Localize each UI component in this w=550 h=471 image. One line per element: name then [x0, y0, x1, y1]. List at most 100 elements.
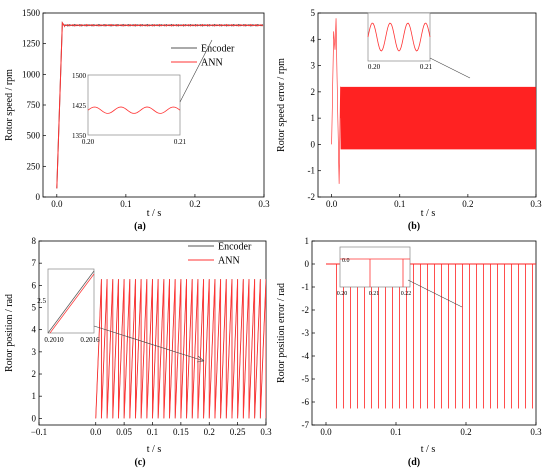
y-axis-label: Rotor position / rad	[4, 294, 15, 372]
y-axis-label: Rotor position error / rad	[276, 283, 287, 383]
y-tick-label: 1	[311, 113, 316, 123]
x-tick-label: −0.1	[31, 427, 47, 437]
y-tick-label: -2	[302, 305, 310, 315]
x-tick-label: 0.0	[51, 199, 63, 209]
inset-x-tick-label: 0.2016	[80, 336, 100, 344]
series-line-ann	[95, 279, 266, 419]
inset-y-tick-label: 2.5	[37, 297, 46, 305]
x-tick-label: 0.1	[120, 199, 131, 209]
plot-area	[95, 279, 266, 419]
y-axis-label: Rotor speed error / rpm	[276, 58, 287, 152]
inset-y-tick-label: 0.0	[342, 258, 350, 264]
y-tick-label: 1	[32, 391, 37, 401]
inset-x-tick-label: 0.22	[401, 291, 412, 297]
x-tick-label: 0.3	[530, 427, 542, 437]
x-tick-label: 0.1	[390, 427, 401, 437]
y-tick-label: 0	[36, 192, 41, 202]
inset-frame	[339, 246, 411, 288]
inset-x-tick-label: 0.2010	[44, 336, 64, 344]
y-tick-label: 500	[27, 131, 41, 141]
y-tick-label: 0	[311, 139, 316, 149]
y-tick-label: -1	[308, 166, 316, 176]
inset-x-tick-label: 0.20	[337, 291, 348, 297]
x-tick-label: 0.1	[147, 427, 158, 437]
x-axis-label: t / s	[421, 208, 436, 219]
inset-y-tick-label: 1350	[72, 132, 87, 140]
x-tick-label: 0.2	[189, 199, 200, 209]
inset-frame	[367, 12, 431, 62]
y-tick-label: 3	[32, 347, 37, 357]
legend-label: Encoder	[201, 44, 235, 55]
y-tick-label: 2	[311, 87, 316, 97]
y-tick-label: -1	[302, 282, 310, 292]
panel-label: (a)	[134, 221, 146, 232]
y-tick-label: 1250	[22, 39, 41, 49]
x-tick-label: 0.2	[204, 427, 215, 437]
x-axis-label: t / s	[147, 208, 162, 219]
inset-y-tick-label: 1500	[72, 72, 87, 80]
y-tick-label: -5	[302, 374, 310, 384]
y-tick-label: -6	[302, 397, 310, 407]
x-tick-label: 0.15	[173, 427, 189, 437]
y-tick-label: 6	[32, 280, 37, 290]
legend-label: ANN	[218, 256, 240, 267]
y-tick-label: 8	[32, 236, 37, 246]
y-tick-label: 250	[27, 161, 41, 171]
inset-frame	[87, 74, 181, 136]
y-tick-label: 5	[32, 303, 37, 313]
x-tick-label: 0.3	[260, 427, 272, 437]
y-tick-label: 1500	[22, 8, 41, 18]
inset-line-ann	[49, 273, 95, 334]
x-tick-label: 0.2	[460, 427, 471, 437]
y-tick-label: 3	[311, 61, 316, 71]
plot-area	[331, 18, 536, 184]
inset-line	[367, 22, 431, 52]
y-tick-label: 5	[311, 8, 316, 18]
y-tick-label: 0	[305, 259, 310, 269]
x-tick-label: 0.0	[326, 199, 338, 209]
x-axis-label: t / s	[147, 444, 162, 455]
y-tick-label: -2	[308, 192, 316, 202]
inset-pointer	[179, 39, 213, 103]
x-tick-label: 0.1	[394, 199, 405, 209]
x-axis-label: t / s	[421, 444, 436, 455]
panel-label: (d)	[408, 457, 420, 468]
x-tick-label: 0.3	[530, 199, 542, 209]
inset-x-tick-label: 0.20	[82, 138, 95, 146]
inset-pointer-head	[196, 355, 205, 363]
x-tick-label: 0.05	[116, 427, 132, 437]
plot-area	[56, 21, 264, 189]
inset-pointer	[407, 279, 463, 308]
y-tick-label: 7	[32, 258, 37, 268]
inset-line-encoder	[47, 270, 95, 334]
y-tick-label: 4	[32, 325, 37, 335]
panel-label: (b)	[408, 221, 420, 232]
y-tick-label: 4	[311, 34, 316, 44]
legend-label: ANN	[201, 58, 223, 69]
y-axis-label: Rotor speed / rpm	[4, 69, 15, 141]
y-tick-label: 750	[27, 100, 41, 110]
x-tick-label: 0.3	[258, 199, 270, 209]
legend-label: Encoder	[218, 242, 252, 253]
x-tick-label: 0.0	[320, 427, 332, 437]
x-tick-label: 0.25	[230, 427, 246, 437]
y-tick-label: 1	[305, 236, 310, 246]
series-line-error	[331, 18, 536, 184]
inset-line	[87, 106, 181, 114]
y-tick-label: -4	[302, 351, 310, 361]
inset-x-tick-label: 0.20	[368, 63, 381, 71]
inset-x-tick-label: 0.21	[369, 291, 380, 297]
panel-label: (c)	[134, 457, 145, 468]
y-tick-label: -3	[302, 328, 310, 338]
y-tick-label: -7	[302, 420, 310, 430]
y-tick-label: 1000	[22, 69, 41, 79]
series-line-ann	[56, 21, 264, 189]
inset-x-tick-label: 0.21	[174, 138, 187, 146]
y-tick-label: 2	[32, 369, 37, 379]
inset-pointer	[93, 325, 205, 362]
x-tick-label: 0.0	[90, 427, 102, 437]
x-tick-label: 0.2	[462, 199, 473, 209]
inset-y-tick-label: 1425	[72, 102, 87, 110]
y-tick-label: 0	[32, 413, 37, 423]
